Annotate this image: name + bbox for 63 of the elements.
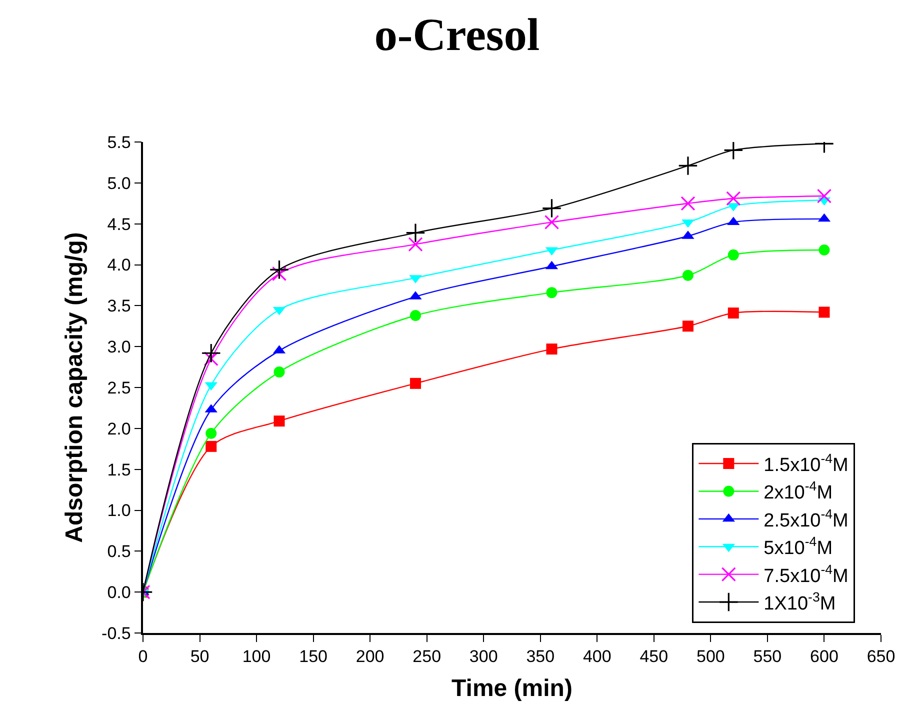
point [201, 343, 222, 364]
point [816, 188, 832, 204]
x-tick-label: 250 [412, 647, 442, 666]
point [274, 366, 285, 378]
point [726, 191, 741, 206]
x-tick-label: 50 [190, 647, 210, 666]
x-tick-label: 150 [299, 647, 328, 666]
y-tick-label: 2.5 [107, 378, 131, 398]
y-tick-label: 3.0 [107, 338, 131, 357]
point [724, 142, 744, 160]
point [206, 440, 217, 452]
x-tick-label: 450 [640, 647, 668, 666]
point [680, 196, 696, 211]
point [406, 222, 426, 243]
y-tick-label: 1.5 [107, 460, 131, 480]
y-tick-label: 5.5 [107, 132, 131, 152]
point [818, 306, 830, 318]
x-tick-label: 400 [582, 647, 612, 666]
legend-label: 7.5x10$^{-4}$M [764, 562, 848, 587]
point [728, 308, 739, 319]
point [410, 310, 421, 321]
x-tick-label: 200 [356, 647, 384, 666]
x-tick-label: 0 [138, 647, 148, 666]
y-tick-label: 1.0 [107, 501, 131, 520]
point [546, 344, 558, 355]
point [206, 428, 217, 439]
x-tick-label: 600 [810, 647, 838, 666]
point [544, 214, 560, 230]
legend-label: 2.5x10$^{-4}$M [764, 506, 848, 532]
point [682, 270, 694, 281]
x-tick-label: 550 [753, 647, 782, 666]
point [546, 287, 558, 298]
y-tick-label: 0.5 [107, 542, 131, 562]
point [818, 244, 830, 256]
point [274, 416, 285, 427]
point [204, 352, 218, 366]
x-tick-label: 650 [866, 647, 896, 666]
point [410, 378, 421, 389]
point [678, 156, 698, 176]
point [408, 236, 423, 252]
x-tick-label: 500 [696, 647, 725, 666]
x-tick-label: 100 [242, 647, 271, 666]
y-tick-label: 3.5 [107, 296, 131, 316]
chart-title: o-Cresol [374, 9, 540, 60]
point [272, 266, 287, 282]
y-tick-label: 4.5 [107, 214, 131, 234]
x-tick-label: 350 [526, 647, 555, 666]
y-tick-label: 4.0 [107, 256, 131, 275]
y-tick-label: -0.5 [102, 624, 131, 643]
x-tick-label: 300 [469, 647, 498, 666]
legend-label: 2x10$^{-4}$M [764, 478, 833, 504]
point [542, 198, 562, 218]
y-tick-label: 0.0 [107, 583, 131, 602]
legend-label: 5x10$^{-4}$M [764, 534, 833, 560]
point [682, 320, 694, 332]
legend-label: 1.5x10$^{-4}$M [764, 450, 848, 476]
y-tick-label: 2.0 [107, 419, 131, 438]
legend-label: 1X10$^{-3}$M [764, 589, 836, 614]
y-tick-label: 5.0 [107, 174, 131, 193]
point [269, 260, 290, 280]
x-axis-title: Time (min) [452, 674, 572, 702]
y-axis-title: Adsorption capacity (mg/g) [61, 232, 88, 543]
point [728, 249, 739, 260]
